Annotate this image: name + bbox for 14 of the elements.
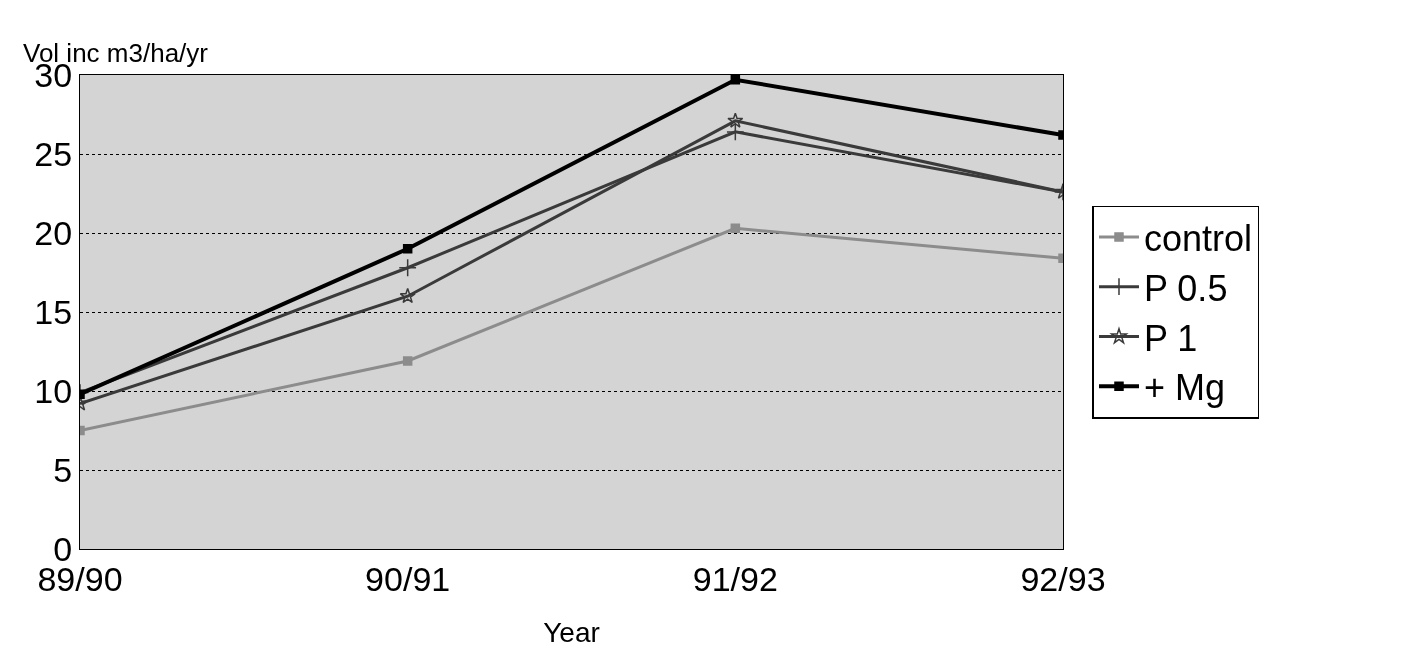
y-tick-label: 0 bbox=[53, 529, 73, 568]
y-tick-label: 15 bbox=[34, 292, 73, 331]
x-axis-title: Year bbox=[543, 616, 600, 648]
x-tick-label: 91/92 bbox=[692, 559, 778, 598]
legend-label: P 1 bbox=[1143, 317, 1198, 359]
x-tick-label: 92/93 bbox=[1020, 559, 1106, 598]
x-tick-label: 90/91 bbox=[365, 559, 451, 598]
y-tick-label: 10 bbox=[34, 371, 73, 410]
legend-label: control bbox=[1143, 217, 1253, 259]
y-tick-label: 5 bbox=[53, 450, 73, 489]
y-tick-label: 20 bbox=[34, 213, 73, 252]
legend-label: P 0.5 bbox=[1143, 267, 1228, 309]
legend-label: + Mg bbox=[1143, 367, 1226, 409]
y-tick-label: 25 bbox=[34, 134, 73, 173]
